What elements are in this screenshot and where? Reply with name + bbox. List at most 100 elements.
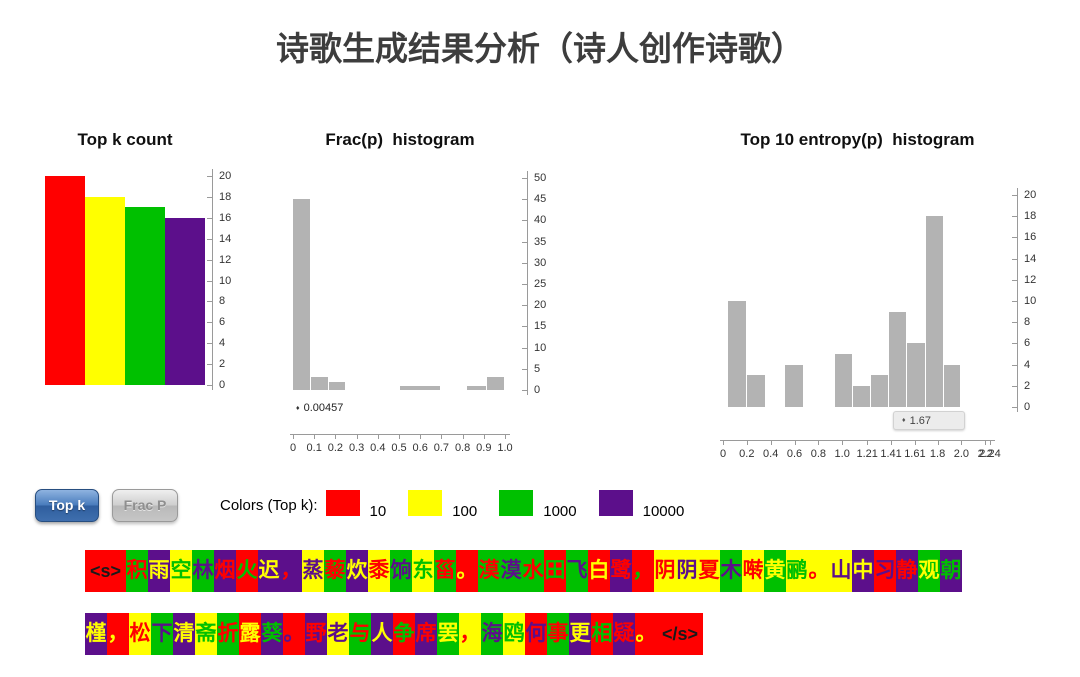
x-axis-tick <box>462 434 464 439</box>
x-axis-tick <box>399 434 400 439</box>
x-axis-tick <box>505 434 506 439</box>
histogram-bar[interactable] <box>852 385 870 407</box>
poem-char: 木 <box>720 550 743 592</box>
topk-chart-title: Top k count <box>77 130 173 149</box>
topk-bar-1000[interactable] <box>125 207 165 385</box>
y-axis-tick-label: 6 <box>1024 337 1031 350</box>
histogram-bar[interactable] <box>943 364 961 407</box>
diamond-marker-icon: ♦ <box>902 417 906 424</box>
entropy-tooltip-value: 1.67 <box>909 414 931 427</box>
histogram-bar[interactable] <box>293 199 311 390</box>
y-axis-tick <box>1012 343 1017 345</box>
y-axis-tick-label: 5 <box>534 362 541 375</box>
histogram-bar[interactable] <box>746 375 765 407</box>
y-axis-tick <box>522 368 527 370</box>
poem-char: 相 <box>591 613 613 655</box>
y-axis-tick <box>207 301 212 303</box>
x-axis-tick-label: 0.1 <box>306 442 322 454</box>
y-axis-tick-label: 0 <box>1024 401 1031 413</box>
y-axis-tick-label: 2 <box>1024 379 1031 392</box>
y-axis-tick <box>1012 279 1017 281</box>
y-axis-tick <box>1012 216 1017 218</box>
histogram-bar[interactable] <box>486 377 504 390</box>
poem-char: ， <box>107 613 129 655</box>
poem-char: 蒸 <box>302 550 325 592</box>
legend-value-label: 10 <box>369 502 387 520</box>
poem-char: 争 <box>393 613 415 655</box>
x-axis-tick-label: 2.0 <box>953 448 970 460</box>
x-axis-tick <box>891 440 893 445</box>
y-axis-tick <box>207 196 212 198</box>
legend-value-label: 1000 <box>543 502 577 520</box>
histogram-bar[interactable] <box>784 364 804 407</box>
y-axis-tick <box>207 322 212 324</box>
y-axis-tick <box>207 343 212 345</box>
x-axis-tick <box>985 440 987 445</box>
x-axis-tick <box>293 434 294 439</box>
topk-bar-10000[interactable] <box>165 217 205 385</box>
y-axis-tick <box>1012 407 1017 408</box>
controls-row: Top k Frac P Colors (Top k): 10 100 1000 10… <box>35 488 684 522</box>
y-axis-tick-label: 15 <box>534 320 547 333</box>
y-axis-tick-label: 18 <box>1024 210 1037 223</box>
histogram-bar[interactable] <box>888 311 906 407</box>
y-axis-tick-label: 25 <box>534 278 547 290</box>
x-axis-tick-label: 1.21 <box>856 448 878 460</box>
x-axis-tick-label: 0.8 <box>454 442 471 454</box>
x-axis-tick-label: 0.2 <box>327 442 344 454</box>
histogram-bar[interactable] <box>466 385 486 390</box>
y-axis-tick <box>522 390 527 391</box>
histogram-bar[interactable] <box>727 301 746 407</box>
y-axis-tick-label: 20 <box>534 299 547 312</box>
topk-bar-100[interactable] <box>85 196 125 385</box>
poem-boundary-token: </s> <box>657 613 704 655</box>
page-title: 诗歌生成结果分析（诗人创作诗歌） <box>276 30 804 67</box>
poem-char: 席 <box>415 613 437 655</box>
y-axis-tick <box>207 176 212 177</box>
y-axis-tick <box>207 364 212 366</box>
poem-char: 水 <box>522 550 545 592</box>
histogram-bar[interactable] <box>925 216 943 407</box>
y-axis-tick-label: 0 <box>219 379 226 391</box>
legend-value-label: 100 <box>452 502 478 520</box>
y-axis-tick <box>1012 364 1017 366</box>
entropy-tooltip: ♦ 1.67 <box>893 411 965 430</box>
poem-char: 山 <box>830 550 853 592</box>
x-axis-tick-label: 0 <box>289 442 297 454</box>
poem-char: 雨 <box>148 550 171 592</box>
x-axis-tick <box>723 440 724 445</box>
histogram-bar[interactable] <box>870 375 888 407</box>
x-axis-tick <box>420 434 422 439</box>
y-axis-tick <box>1012 385 1017 387</box>
poem-char: 夏 <box>698 550 721 592</box>
x-axis-tick-label: 0.4 <box>763 448 779 460</box>
histogram-bar[interactable] <box>311 377 329 390</box>
poem-char: 火 <box>236 550 259 592</box>
y-axis-tick-label: 20 <box>1024 189 1037 201</box>
x-axis-tick-label: 0.4 <box>370 442 386 454</box>
topk-button[interactable]: Top k <box>35 488 99 522</box>
fracp-chart-title: Frac(p) histogram <box>325 130 475 149</box>
poem-char: 海 <box>481 613 503 655</box>
poem-char: 。 <box>283 613 305 655</box>
fracp-button[interactable]: Frac P <box>112 488 178 522</box>
y-axis-tick <box>522 220 527 222</box>
diamond-marker-icon: ♦ <box>296 404 300 412</box>
histogram-bar[interactable] <box>400 385 441 390</box>
y-axis-tick <box>1012 301 1017 302</box>
y-axis-tick <box>522 347 527 349</box>
histogram-bar[interactable] <box>835 354 852 407</box>
histogram-bar[interactable] <box>906 343 925 407</box>
x-axis-tick <box>335 434 337 439</box>
y-axis-tick-label: 18 <box>219 190 232 203</box>
y-axis-tick-label: 2 <box>219 358 226 371</box>
y-axis-tick-label: 0 <box>534 384 541 396</box>
legend-swatch-100 <box>408 489 443 516</box>
y-axis-tick <box>207 385 212 386</box>
y-axis-tick-label: 20 <box>219 170 232 182</box>
topk-bar-10[interactable] <box>45 176 85 385</box>
x-axis-tick-label: 0.8 <box>810 448 826 460</box>
x-axis-tick <box>867 440 869 445</box>
poem-char: 折 <box>217 613 239 655</box>
histogram-bar[interactable] <box>329 381 345 390</box>
